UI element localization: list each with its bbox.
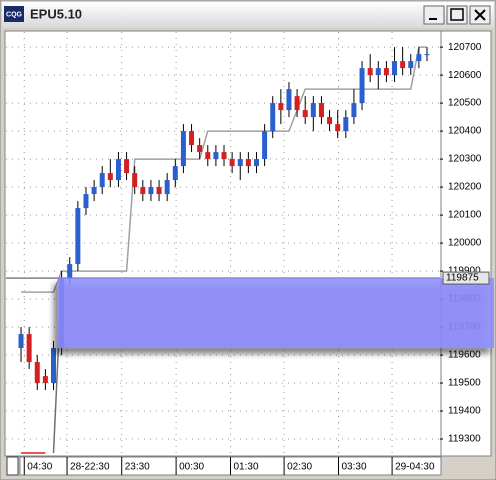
x-tick-label: 28-22:30	[70, 462, 110, 473]
candle-body	[124, 159, 130, 174]
y-tick-label: 120100	[448, 210, 482, 221]
price-marker-label: 119875	[446, 273, 479, 284]
candle-body	[42, 376, 48, 384]
y-tick-label: 120000	[448, 238, 482, 249]
candle-body	[359, 68, 365, 104]
indicator-line	[21, 46, 428, 293]
candle-body	[189, 131, 195, 146]
candle-body	[262, 131, 268, 160]
title-bar	[2, 2, 494, 28]
minimize-button[interactable]	[423, 5, 445, 25]
candle-body	[327, 117, 333, 125]
y-tick-label: 119600	[448, 350, 481, 361]
candle-body	[148, 187, 154, 195]
candle-body	[75, 208, 81, 265]
y-tick-label: 119900	[448, 266, 481, 277]
candle-body	[400, 61, 406, 69]
candle-body	[351, 103, 357, 118]
candle-body	[416, 54, 422, 62]
x-tick-label: 04:30	[27, 462, 52, 473]
candle-body	[302, 110, 308, 118]
y-tick-label: 120700	[448, 42, 482, 53]
candle-body	[172, 166, 178, 181]
candle-body	[253, 159, 259, 167]
candle-body	[278, 103, 284, 111]
candle-body	[197, 145, 203, 153]
candle-body	[375, 68, 381, 76]
candle-body	[115, 159, 121, 181]
candle-body	[310, 103, 316, 118]
y-tick-label: 119500	[448, 378, 481, 389]
candle-body	[335, 124, 341, 132]
candle-body	[408, 61, 414, 69]
candle-body	[343, 117, 349, 132]
x-tick-label: 01:30	[234, 462, 259, 473]
candle-body	[294, 96, 300, 111]
maximize-icon	[450, 8, 464, 21]
candle-body	[367, 68, 373, 76]
candle-body	[83, 194, 89, 209]
scroll-box[interactable]	[6, 456, 19, 476]
candle-body	[213, 152, 219, 160]
candle-body	[132, 173, 138, 188]
candle-body	[286, 89, 292, 111]
price-marker-box	[442, 271, 490, 285]
price-axis	[440, 30, 492, 457]
y-tick-label: 120400	[448, 126, 482, 137]
window-title: EPU5.10	[30, 6, 82, 21]
candle-body	[424, 54, 430, 56]
candle-body	[180, 131, 186, 167]
x-tick-label: 02:30	[287, 462, 312, 473]
x-tick-label: 29-04:30	[395, 462, 435, 473]
y-tick-label: 120300	[448, 154, 482, 165]
candle-body	[245, 159, 251, 167]
candle-body	[270, 103, 276, 132]
y-tick-label: 119400	[448, 406, 481, 417]
x-tick-label: 23:30	[125, 462, 150, 473]
candle-body	[99, 173, 105, 188]
candle-body	[392, 61, 398, 76]
y-tick-label: 120500	[448, 98, 482, 109]
app-icon[interactable]	[4, 6, 24, 22]
price-zone	[57, 278, 495, 349]
candle-body	[229, 159, 235, 167]
candle-body	[91, 187, 97, 195]
candle-body	[383, 68, 389, 76]
app-icon-text: CQG	[6, 11, 23, 18]
candle-body	[156, 187, 162, 195]
candle-body	[205, 152, 211, 160]
candle-body	[237, 159, 243, 167]
candle-body	[221, 152, 227, 160]
x-tick-label: 03:30	[342, 462, 367, 473]
candle-body	[18, 334, 24, 349]
window-buttons	[423, 5, 491, 25]
candle-body	[164, 180, 170, 195]
y-tick-label: 120200	[448, 182, 482, 193]
close-icon	[474, 9, 486, 21]
candle-body	[318, 103, 324, 118]
candle-body	[34, 362, 40, 384]
candle-body	[26, 334, 32, 363]
candle-body	[140, 187, 146, 195]
candle-body	[51, 348, 57, 384]
candle-body	[67, 264, 73, 279]
x-tick-label: 00:30	[179, 462, 204, 473]
y-tick-label: 120600	[448, 70, 482, 81]
y-tick-label: 119300	[448, 434, 481, 445]
candle-body	[107, 173, 113, 181]
plot-layer: 1193001194001195001196001197001198001199…	[6, 32, 495, 475]
